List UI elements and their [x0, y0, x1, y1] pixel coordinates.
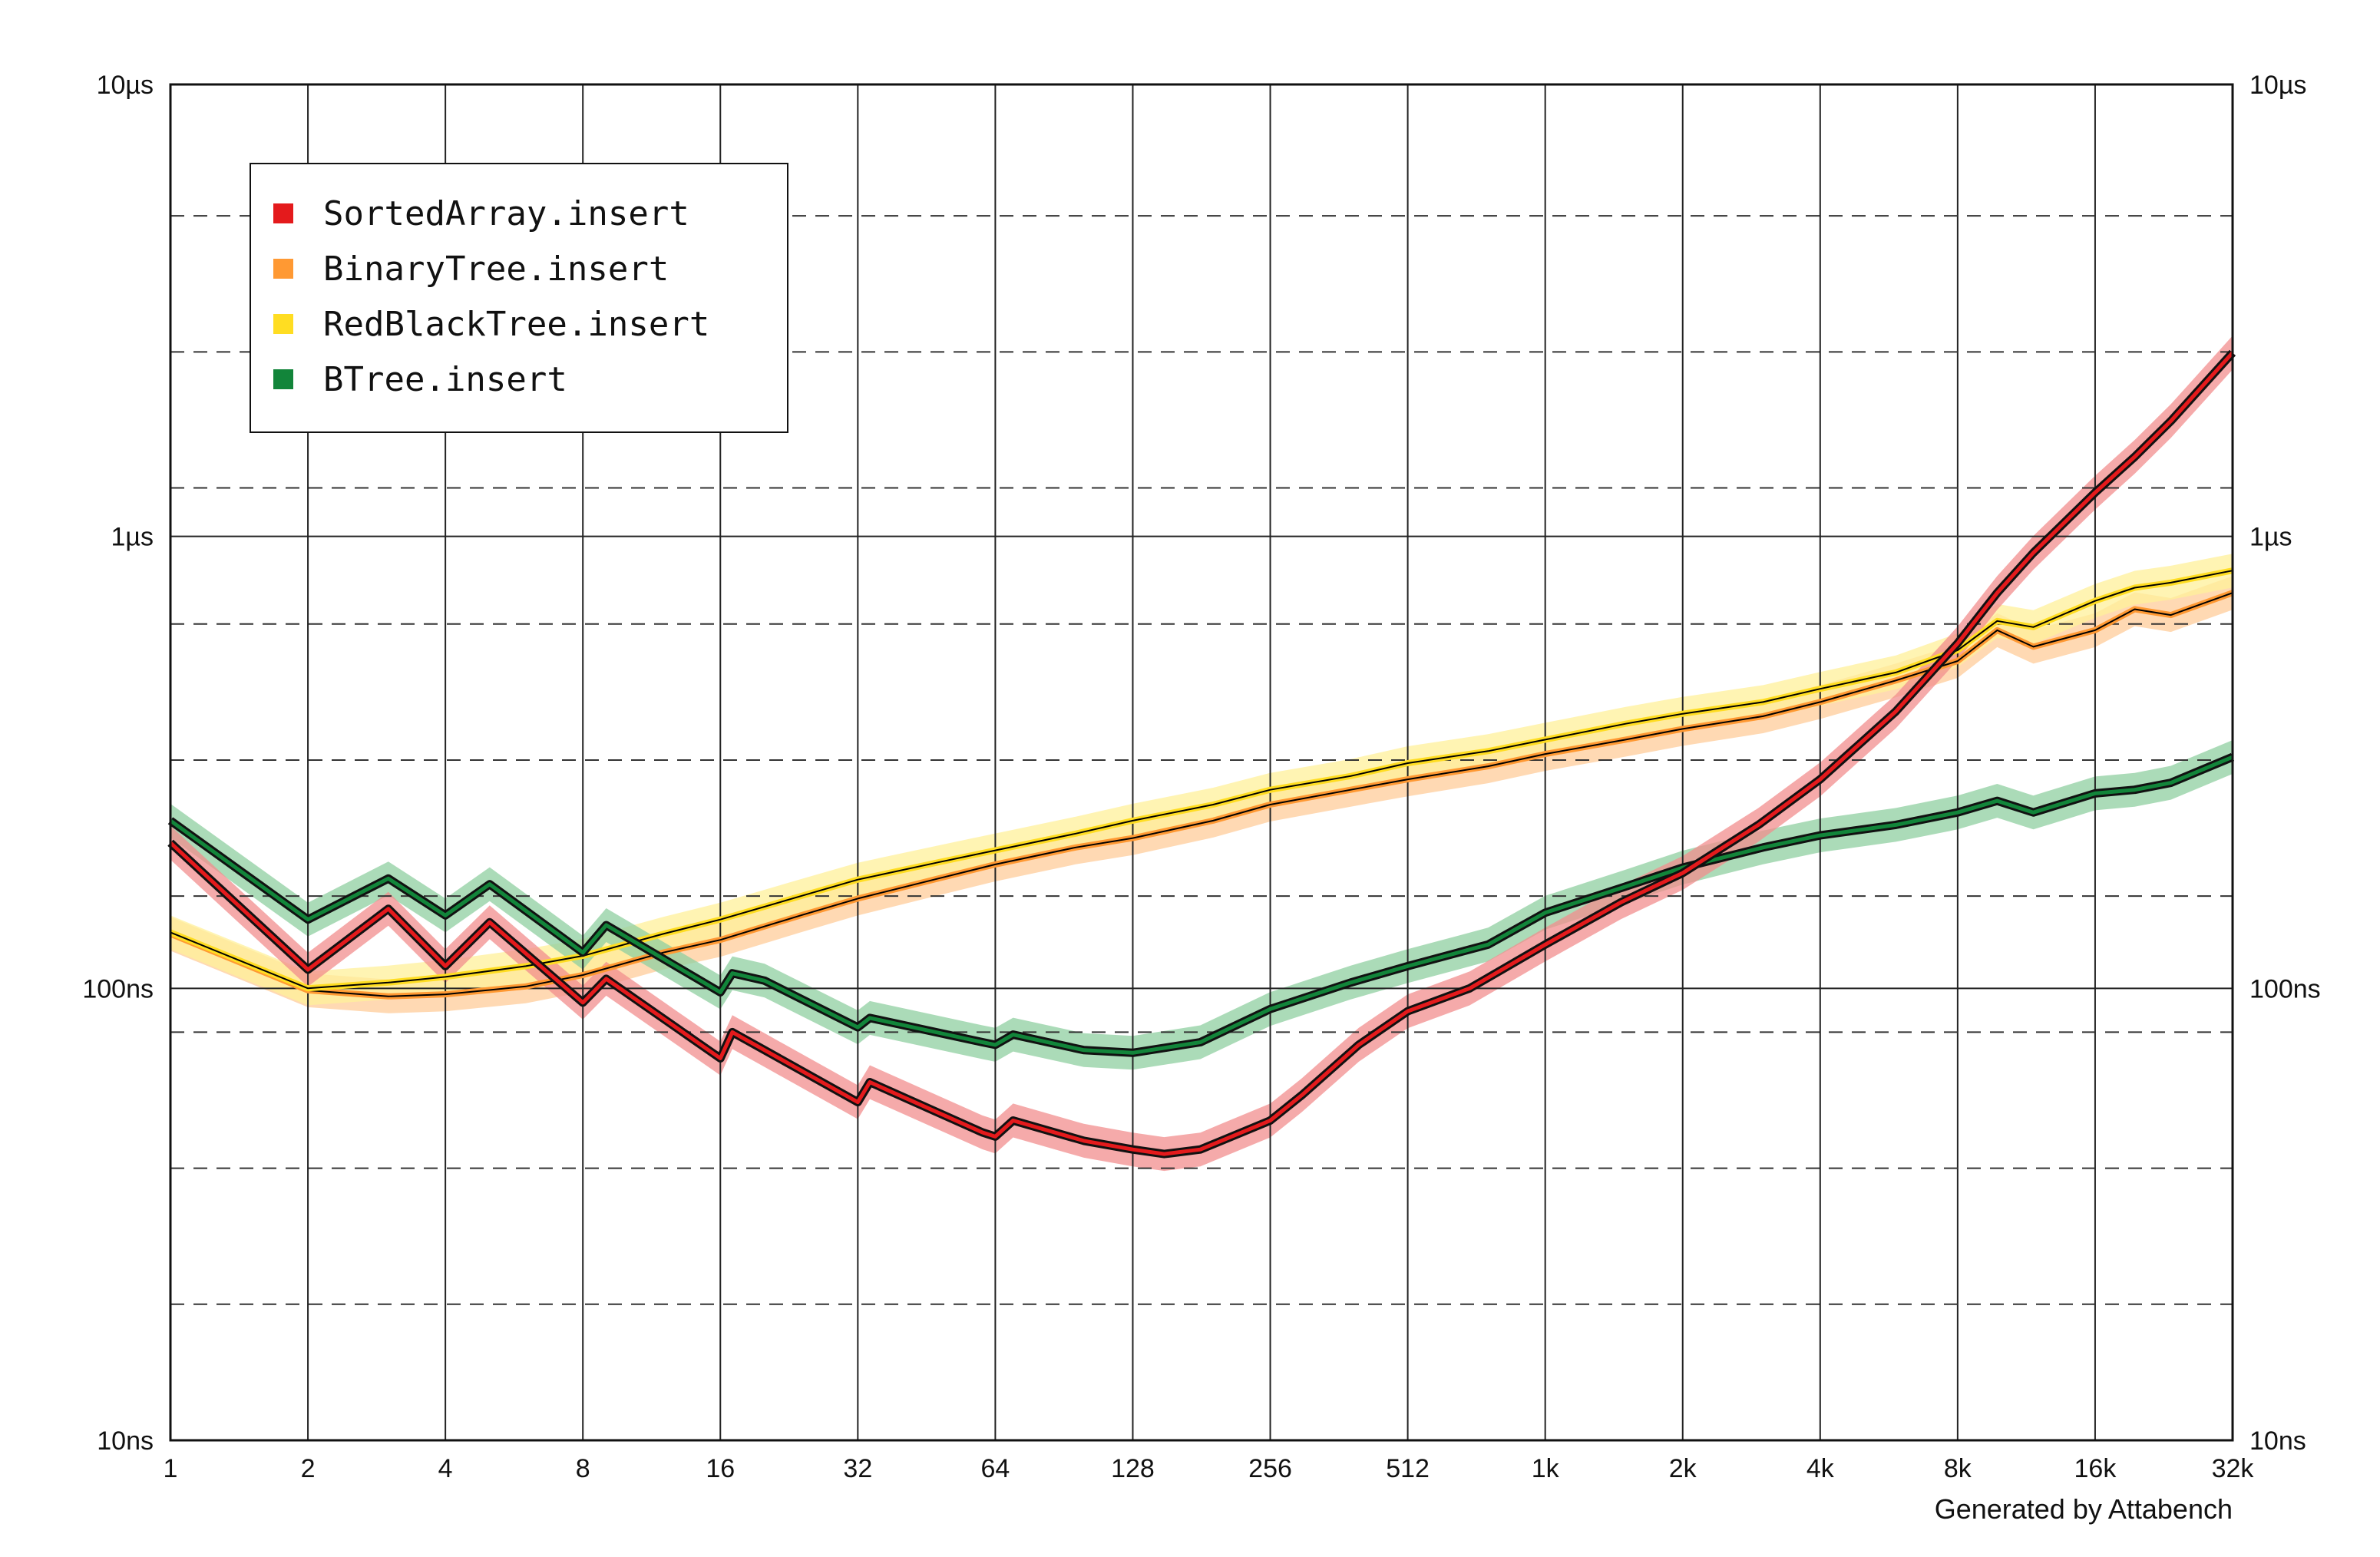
- x-tick-label: 256: [1248, 1454, 1292, 1483]
- y-tick-label-right: 100ns: [2249, 974, 2321, 1003]
- y-tick-label-right: 10ns: [2249, 1426, 2306, 1456]
- series-line-btree: [169, 755, 2233, 1055]
- y-tick-label-left: 100ns: [82, 974, 154, 1003]
- legend-label-sortedarray: SortedArray.insert: [323, 194, 689, 233]
- series-lines-layer: [167, 349, 2236, 1159]
- band-layer: [170, 336, 2233, 1172]
- x-tick-label: 32: [843, 1454, 872, 1483]
- x-tick-label: 4: [438, 1454, 453, 1483]
- legend-box: [250, 163, 788, 433]
- legend-label-redblacktree: RedBlackTree.insert: [323, 305, 709, 344]
- legend-item-sortedarray: SortedArray.insert: [273, 194, 689, 233]
- x-tick-label: 2k: [1669, 1454, 1697, 1483]
- legend-item-redblacktree: RedBlackTree.insert: [273, 305, 709, 344]
- y-tick-label-right: 1µs: [2249, 523, 2292, 552]
- x-tick-label: 64: [980, 1454, 1010, 1483]
- legend-swatch-binarytree: [273, 259, 293, 279]
- legend: SortedArray.insert BinaryTree.insert Red…: [250, 163, 788, 433]
- series-centerline-binarytree: [170, 592, 2233, 997]
- y-tick-label-right: 10µs: [2249, 71, 2306, 100]
- legend-swatch-sortedarray: [273, 203, 293, 223]
- legend-item-binarytree: BinaryTree.insert: [273, 250, 669, 289]
- credit-text: Generated by Attabench: [1935, 1493, 2233, 1525]
- legend-swatch-redblacktree: [273, 314, 293, 334]
- x-tick-label: 512: [1386, 1454, 1430, 1483]
- x-tick-label: 16k: [2074, 1454, 2117, 1483]
- legend-label-binarytree: BinaryTree.insert: [323, 250, 669, 289]
- x-tick-label: 128: [1111, 1454, 1155, 1483]
- series-centerline-redblacktree: [170, 570, 2233, 990]
- x-tick-label: 1: [164, 1454, 178, 1483]
- x-tick-label: 32k: [2212, 1454, 2255, 1483]
- series-line-sortedarray: [169, 351, 2234, 1156]
- x-tick-label: 8: [576, 1454, 590, 1483]
- plot-frame: [169, 83, 2234, 1442]
- legend-swatch-btree: [273, 369, 293, 389]
- x-tick-label: 1k: [1532, 1454, 1560, 1483]
- x-tick-label: 16: [706, 1454, 735, 1483]
- y-tick-label-left: 10ns: [97, 1426, 154, 1456]
- y-tick-label-left: 1µs: [111, 523, 154, 552]
- y-tick-label-left: 10µs: [97, 71, 154, 100]
- x-tick-label: 8k: [1944, 1454, 1972, 1483]
- legend-label-btree: BTree.insert: [323, 360, 567, 399]
- legend-item-btree: BTree.insert: [273, 360, 567, 399]
- x-tick-label: 4k: [1806, 1454, 1835, 1483]
- series-band-btree: [170, 740, 2233, 1070]
- x-tick-label: 2: [301, 1454, 316, 1483]
